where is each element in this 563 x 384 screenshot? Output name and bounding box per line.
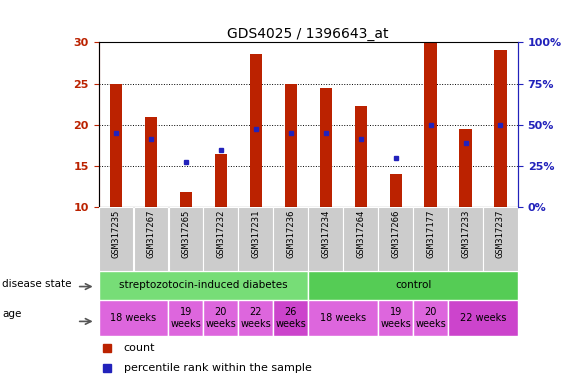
Bar [215, 154, 227, 207]
Bar [459, 129, 472, 207]
Bar [355, 106, 367, 207]
Bar [343, 207, 378, 271]
Text: 26
weeks: 26 weeks [275, 307, 306, 329]
Text: 18 weeks: 18 weeks [110, 313, 157, 323]
Bar [250, 54, 262, 207]
Text: GSM317237: GSM317237 [496, 209, 505, 258]
Bar [390, 174, 402, 207]
Text: streptozotocin-induced diabetes: streptozotocin-induced diabetes [119, 280, 288, 290]
Bar [320, 88, 332, 207]
Text: GSM317177: GSM317177 [426, 209, 435, 258]
Text: 22 weeks: 22 weeks [460, 313, 506, 323]
Bar [309, 300, 378, 336]
Bar [448, 300, 518, 336]
Bar [273, 300, 309, 336]
Text: disease state: disease state [2, 279, 72, 289]
Text: 22
weeks: 22 weeks [240, 307, 271, 329]
Text: GSM317235: GSM317235 [111, 209, 120, 258]
Text: GSM317236: GSM317236 [286, 209, 295, 258]
Text: 20
weeks: 20 weeks [205, 307, 236, 329]
Bar [238, 300, 273, 336]
Text: GSM317267: GSM317267 [146, 209, 155, 258]
Text: 20
weeks: 20 weeks [415, 307, 446, 329]
Bar [238, 207, 273, 271]
Bar [110, 84, 122, 207]
Text: 18 weeks: 18 weeks [320, 313, 367, 323]
Text: GSM317232: GSM317232 [216, 209, 225, 258]
Bar [494, 50, 507, 207]
Bar [145, 117, 157, 207]
Bar [168, 207, 203, 271]
Text: 19
weeks: 19 weeks [171, 307, 202, 329]
Text: percentile rank within the sample: percentile rank within the sample [124, 363, 311, 373]
Text: count: count [124, 343, 155, 353]
Bar [483, 207, 518, 271]
Text: GSM317233: GSM317233 [461, 209, 470, 258]
Text: age: age [2, 309, 21, 319]
Text: GSM317231: GSM317231 [251, 209, 260, 258]
Bar [203, 207, 238, 271]
Bar [448, 207, 483, 271]
Text: 19
weeks: 19 weeks [380, 307, 411, 329]
Text: GSM317266: GSM317266 [391, 209, 400, 258]
Text: GSM317234: GSM317234 [321, 209, 330, 258]
Text: GSM317265: GSM317265 [181, 209, 190, 258]
Bar [168, 300, 203, 336]
Title: GDS4025 / 1396643_at: GDS4025 / 1396643_at [227, 27, 389, 41]
Bar [99, 300, 168, 336]
Bar [133, 207, 168, 271]
Bar [99, 207, 133, 271]
Bar [309, 207, 343, 271]
Text: GSM317264: GSM317264 [356, 209, 365, 258]
Bar [425, 42, 437, 207]
Bar [413, 300, 448, 336]
Bar [309, 271, 518, 300]
Bar [413, 207, 448, 271]
Bar [180, 192, 192, 207]
Bar [378, 207, 413, 271]
Bar [285, 84, 297, 207]
Bar [274, 207, 308, 271]
Bar [378, 300, 413, 336]
Text: control: control [395, 280, 431, 290]
Bar [203, 300, 238, 336]
Bar [99, 271, 309, 300]
